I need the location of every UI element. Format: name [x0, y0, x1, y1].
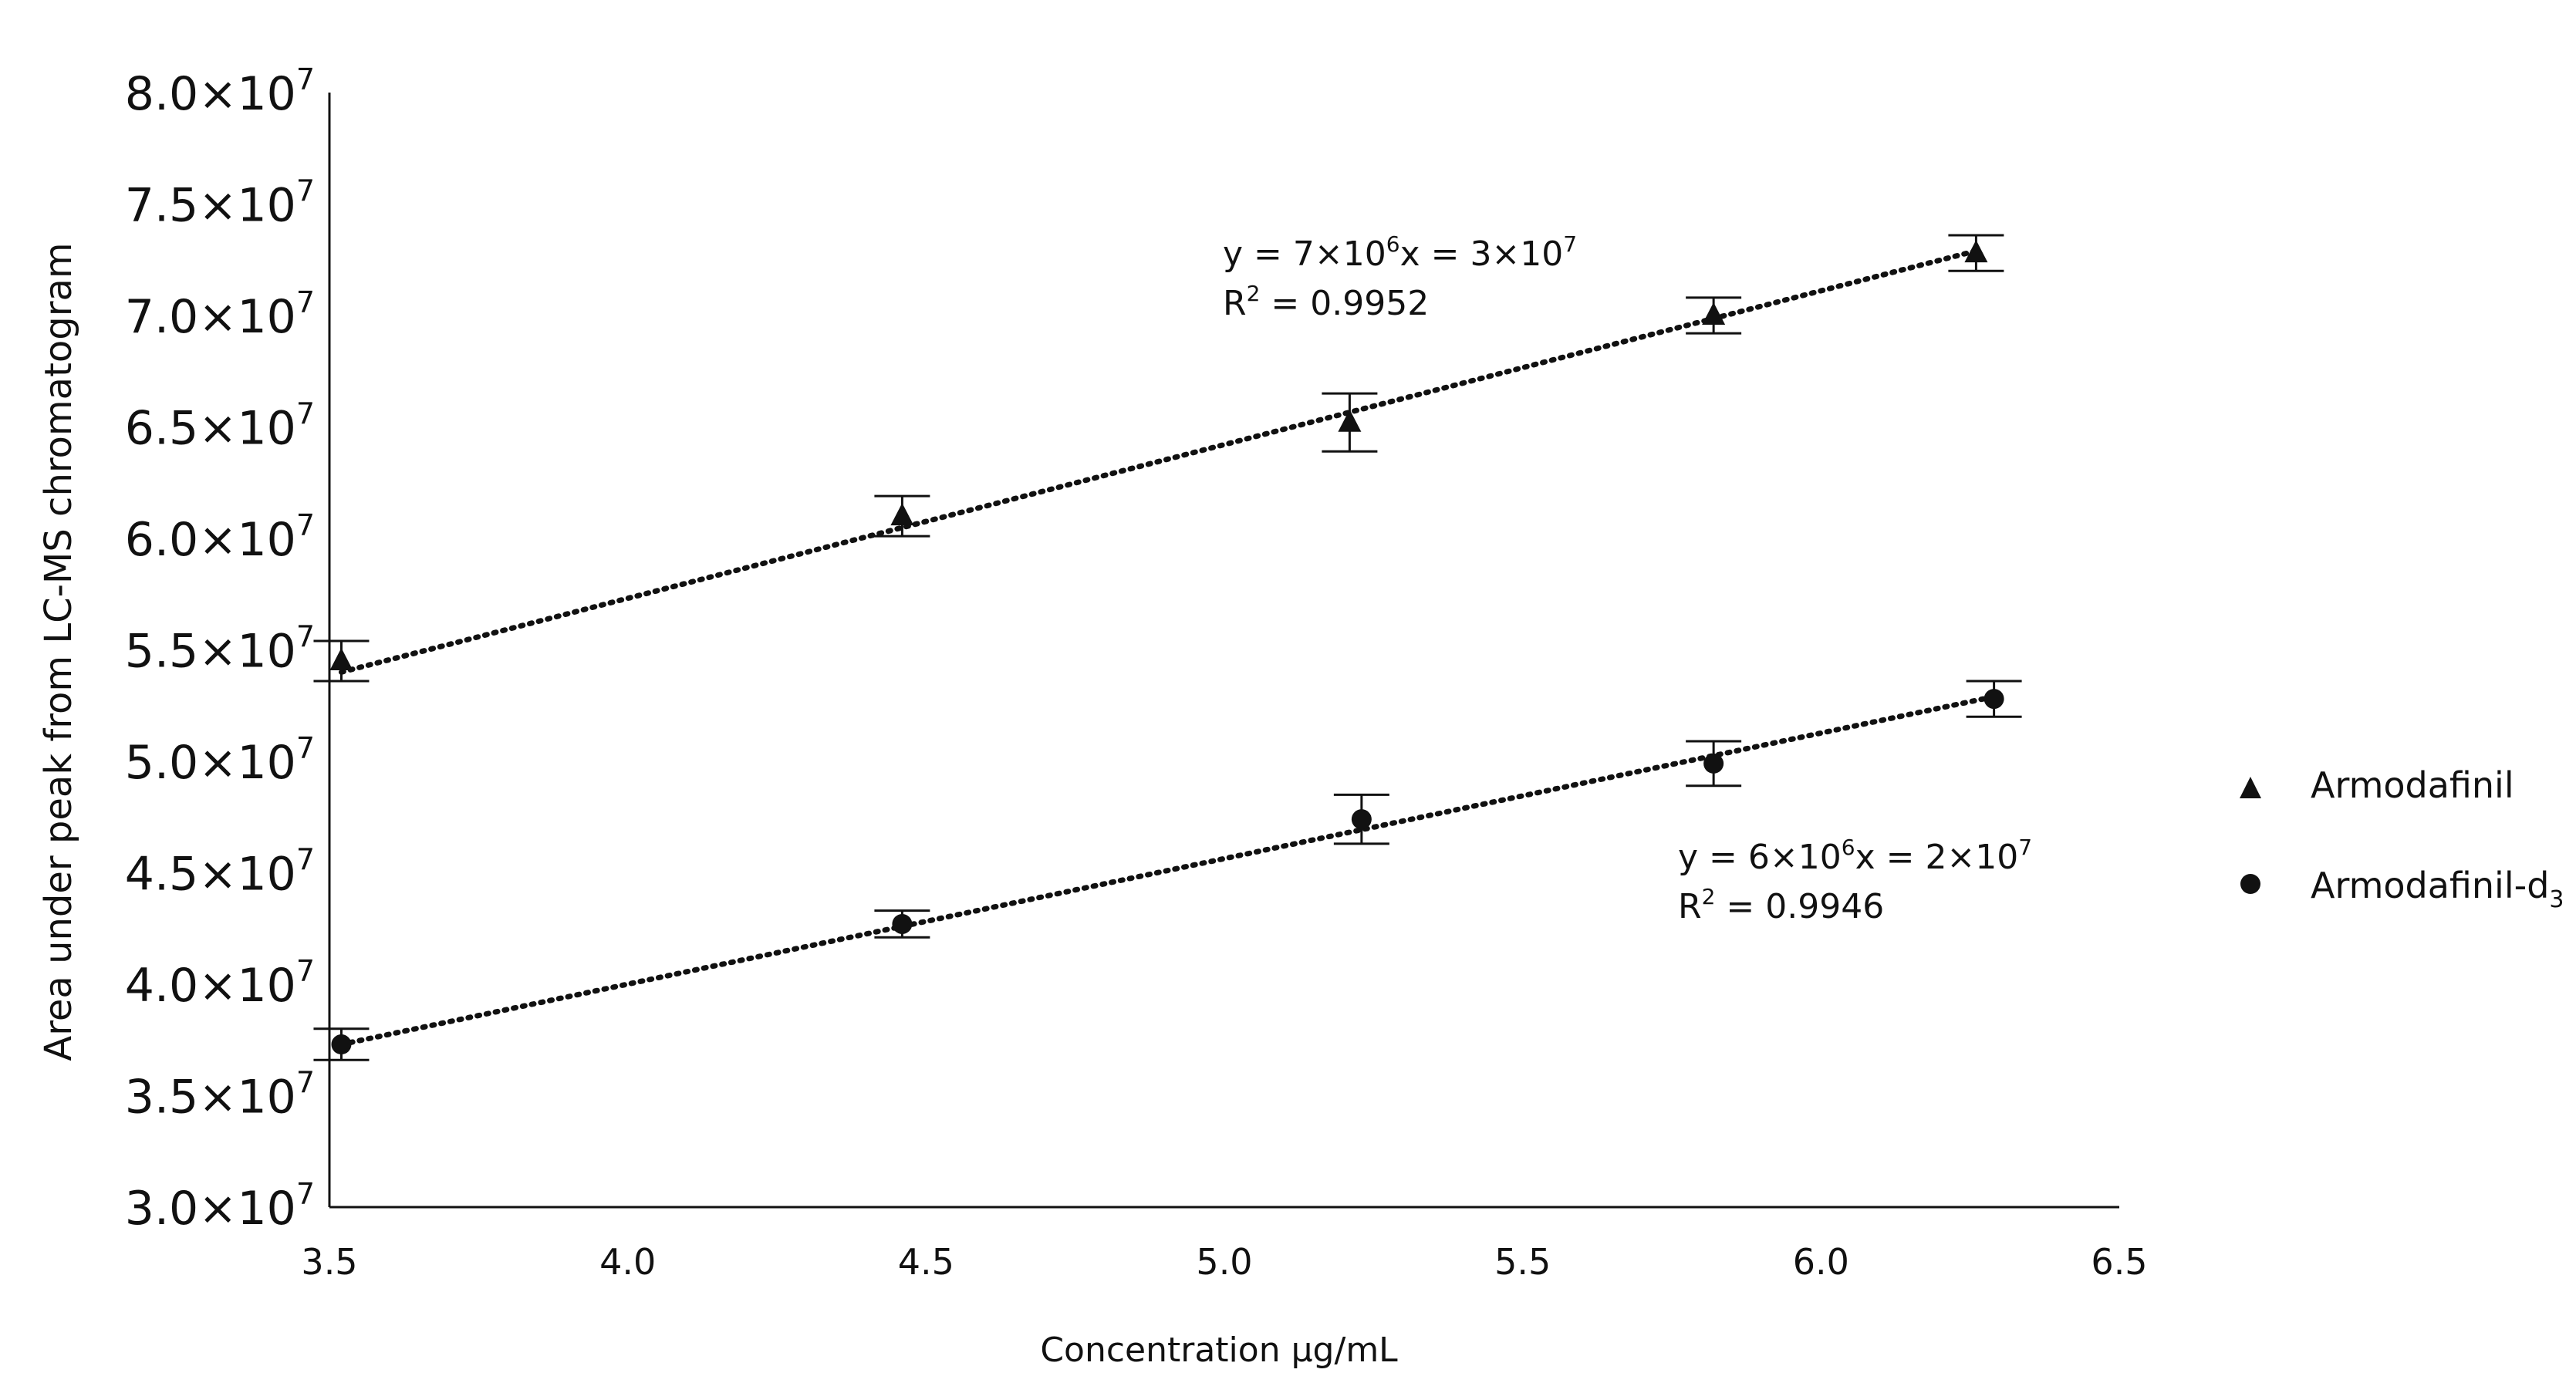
x-tick-label: 4.5: [898, 1241, 954, 1283]
x-tick-label: 6.0: [1793, 1241, 1849, 1283]
data-point-circle: [1351, 809, 1372, 830]
data-point-circle: [1983, 689, 2004, 710]
eq2-mid: x = 2×10: [1855, 838, 2019, 877]
y-tick-label: 3.0×107: [125, 1177, 315, 1236]
eq2-mid-exp: 7: [2018, 835, 2032, 860]
y-tick-label: 7.0×107: [125, 285, 315, 344]
y-tick-label: 8.0×107: [125, 62, 315, 121]
eq2-r-val: = 0.9946: [1715, 887, 1884, 926]
eq1-r: R: [1223, 284, 1247, 323]
legend: Armodafinil Armodafinil-d3: [2240, 764, 2564, 913]
eq1-mid-exp: 7: [1563, 231, 1577, 257]
data-point-triangle: [1338, 409, 1362, 432]
eq2-y: y = 6×10: [1678, 838, 1842, 877]
svg-text:R2 = 0.9952: R2 = 0.9952: [1223, 281, 1429, 323]
y-tick-label: 4.0×107: [125, 954, 315, 1013]
eq2-r-exp: 2: [1702, 884, 1716, 909]
trendline: [338, 693, 1997, 1047]
legend-triangle-icon: [2240, 777, 2261, 798]
series: [313, 234, 2022, 1061]
x-tick-label: 3.5: [301, 1241, 357, 1283]
data-point-circle: [331, 1034, 352, 1055]
data-point-triangle: [1702, 302, 1726, 325]
eq2-y-exp: 6: [1842, 835, 1855, 860]
data-point-circle: [892, 913, 913, 934]
eq1-r-exp: 2: [1247, 281, 1261, 306]
x-tick-label: 4.0: [599, 1241, 656, 1283]
data-point-circle: [1703, 753, 1724, 774]
series-armodafinil: [313, 234, 2004, 683]
eq1-mid: x = 3×10: [1400, 234, 1564, 274]
eq1-y: y = 7×10: [1223, 234, 1386, 274]
equation-armodafinil-d3: y = 6×106x = 2×107 R2 = 0.9946: [1678, 835, 2032, 926]
legend-label-armodafinil: Armodafinil: [2311, 764, 2514, 806]
eq2-r: R: [1678, 887, 1702, 926]
y-tick-label: 5.0×107: [125, 731, 315, 790]
axes: [328, 93, 2119, 1209]
trendline: [338, 248, 1979, 675]
y-tick-label: 5.5×107: [125, 620, 315, 679]
legend-label-d3-sub: 3: [2549, 886, 2564, 913]
x-tick-label: 5.5: [1494, 1241, 1551, 1283]
eq1-r-val: = 0.9952: [1260, 284, 1429, 323]
y-axis-title: Area under peak from LC-MS chromatogram: [37, 242, 80, 1061]
data-point-triangle: [329, 647, 353, 670]
legend-circle-icon: [2240, 874, 2260, 894]
svg-text:y = 6×106x = 2×107: y = 6×106x = 2×107: [1678, 835, 2032, 877]
eq1-y-exp: 6: [1386, 231, 1400, 257]
ticks: 3.5 4.0 4.5 5.0 5.5 6.0 6.5 3.0×107 3.5×107 4.0×1…: [125, 62, 2148, 1283]
y-tick-label: 3.5×107: [125, 1066, 315, 1125]
x-tick-label: 5.0: [1196, 1241, 1252, 1283]
data-point-triangle: [890, 503, 914, 526]
series-armodafinil-d3: [313, 680, 2022, 1061]
svg-text:y = 7×106x = 3×107: y = 7×106x = 3×107: [1223, 231, 1577, 274]
legend-label-d3-main: Armodafinil-d: [2311, 865, 2549, 906]
x-axis-title: Concentration µg/mL: [1040, 1331, 1398, 1370]
y-tick-label: 4.5×107: [125, 843, 315, 902]
data-point-triangle: [1964, 240, 1988, 263]
x-tick-label: 6.5: [2091, 1241, 2147, 1283]
y-tick-label: 6.0×107: [125, 508, 315, 567]
svg-text:R2 = 0.9946: R2 = 0.9946: [1678, 884, 1884, 926]
y-tick-label: 6.5×107: [125, 397, 315, 456]
legend-label-armodafinil-d3: Armodafinil-d3: [2311, 865, 2564, 913]
equation-armodafinil: y = 7×106x = 3×107 R2 = 0.9952: [1223, 231, 1577, 323]
y-tick-label: 7.5×107: [125, 174, 315, 233]
